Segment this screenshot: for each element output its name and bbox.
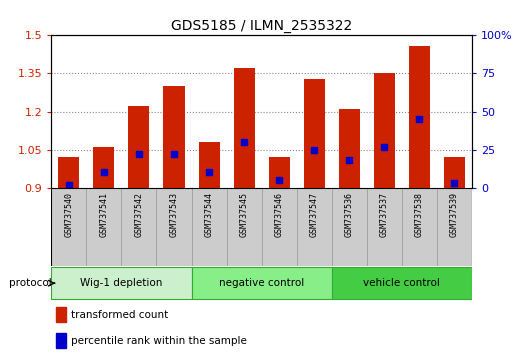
Text: negative control: negative control	[219, 278, 304, 288]
Bar	[269, 157, 290, 188]
Text: GSM737537: GSM737537	[380, 192, 389, 236]
Bar	[191, 188, 227, 266]
Point	[205, 170, 213, 175]
Bar	[51, 188, 86, 266]
Text: GSM737539: GSM737539	[450, 192, 459, 236]
Bar	[58, 157, 80, 188]
Bar	[233, 68, 254, 188]
Bar	[339, 109, 360, 188]
Bar	[191, 267, 332, 299]
Bar	[51, 267, 191, 299]
Text: Wig-1 depletion: Wig-1 depletion	[80, 278, 163, 288]
Point	[135, 151, 143, 157]
Text: GSM737546: GSM737546	[274, 192, 284, 236]
Point	[100, 170, 108, 175]
Text: GSM737543: GSM737543	[169, 192, 179, 236]
Text: transformed count: transformed count	[71, 310, 169, 320]
Bar	[122, 188, 156, 266]
Text: GSM737538: GSM737538	[415, 192, 424, 236]
Bar	[402, 188, 437, 266]
Text: GSM737536: GSM737536	[345, 192, 354, 236]
Point	[275, 177, 283, 183]
Bar	[128, 107, 149, 188]
Bar	[86, 188, 122, 266]
Bar	[93, 147, 114, 188]
Bar	[262, 188, 297, 266]
Bar	[374, 73, 395, 188]
Text: GSM737541: GSM737541	[100, 192, 108, 236]
Title: GDS5185 / ILMN_2535322: GDS5185 / ILMN_2535322	[171, 19, 352, 33]
Bar	[332, 188, 367, 266]
Point	[450, 180, 459, 186]
Text: GSM737545: GSM737545	[240, 192, 249, 236]
Point	[170, 151, 178, 157]
Text: protocol: protocol	[9, 278, 52, 288]
Bar	[367, 188, 402, 266]
Bar	[156, 188, 191, 266]
Bar	[55, 307, 66, 322]
Point	[415, 116, 423, 122]
Bar	[437, 188, 472, 266]
Point	[380, 144, 388, 149]
Text: vehicle control: vehicle control	[363, 278, 440, 288]
Point	[65, 182, 73, 187]
Text: GSM737544: GSM737544	[205, 192, 213, 236]
Point	[310, 147, 318, 152]
Text: GSM737547: GSM737547	[310, 192, 319, 236]
Bar	[409, 46, 430, 188]
Bar	[164, 86, 185, 188]
Bar	[304, 79, 325, 188]
Point	[345, 158, 353, 163]
Bar	[55, 333, 66, 348]
Bar	[297, 188, 332, 266]
Point	[240, 139, 248, 145]
Text: GSM737540: GSM737540	[64, 192, 73, 236]
Bar	[199, 142, 220, 188]
Bar	[444, 157, 465, 188]
Bar	[332, 267, 472, 299]
Text: GSM737542: GSM737542	[134, 192, 144, 236]
Text: percentile rank within the sample: percentile rank within the sample	[71, 336, 247, 346]
Bar	[227, 188, 262, 266]
